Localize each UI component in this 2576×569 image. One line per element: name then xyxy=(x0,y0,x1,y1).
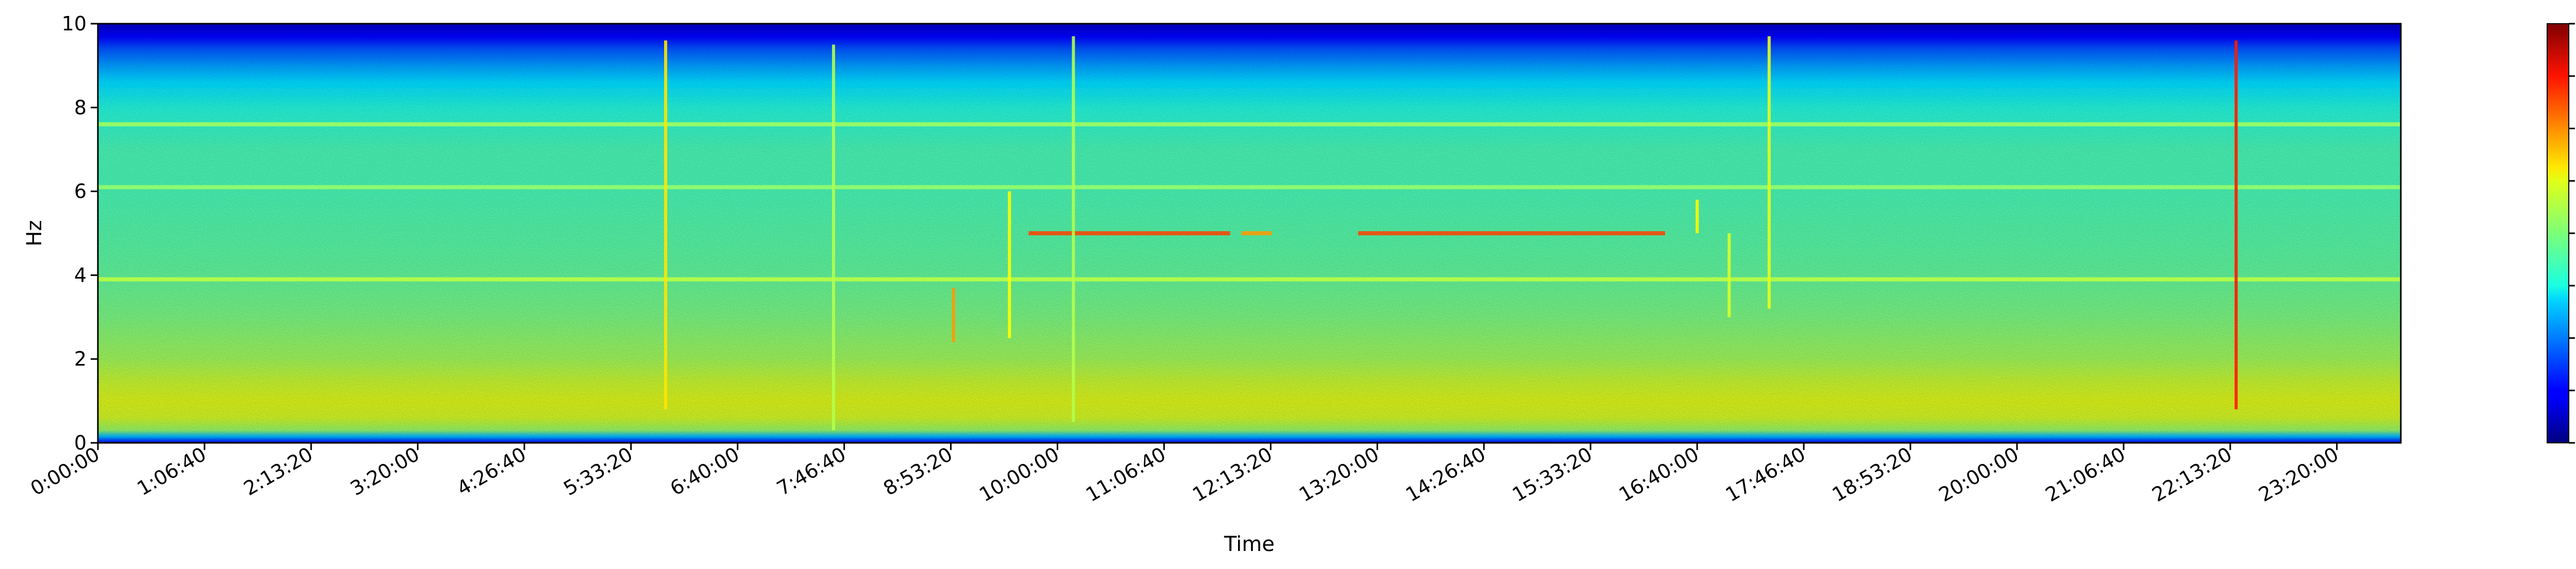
vertical-event xyxy=(1696,199,1699,233)
spectrogram-plot-area xyxy=(97,23,2402,444)
x-tick-label: 10:00:00 xyxy=(975,443,1063,506)
x-tick-label: 21:06:40 xyxy=(2042,443,2129,506)
x-tick-label: 7:46:40 xyxy=(773,443,850,500)
x-tick-label: 16:40:00 xyxy=(1615,443,1703,506)
x-tick-label: 6:40:00 xyxy=(666,443,743,500)
x-tick-label: 3:20:00 xyxy=(346,443,423,500)
x-tick-label: 13:20:00 xyxy=(1295,443,1383,506)
vertical-event xyxy=(1727,233,1731,317)
x-tick-label: 0:00:00 xyxy=(27,443,104,500)
y-tick-label: 10 xyxy=(62,12,87,35)
colorbar-gradient xyxy=(2547,23,2569,443)
x-axis-label: Time xyxy=(1224,532,1275,556)
x-tick-label: 2:13:20 xyxy=(240,443,317,500)
x-tick-label: 20:00:00 xyxy=(1935,443,2023,506)
colorbar: +0 dB-10 dB-20 dB-30 dB-40 dB-50 dB-60 d… xyxy=(2547,23,2575,444)
vertical-event xyxy=(952,287,955,342)
x-tick-label: 8:53:20 xyxy=(879,443,956,500)
y-tick-label: 6 xyxy=(74,180,87,203)
vertical-event xyxy=(2234,40,2238,409)
horizontal-spectral-line xyxy=(1241,231,1272,235)
horizontal-spectral-line xyxy=(98,185,2401,189)
colorbar-ticks: +0 dB-10 dB-20 dB-30 dB-40 dB-50 dB-60 d… xyxy=(2569,23,2575,444)
plot-frame xyxy=(97,23,2402,444)
x-tick-label: 12:13:20 xyxy=(1189,443,1276,506)
horizontal-spectral-line xyxy=(1358,231,1666,235)
x-tick-label: 4:26:40 xyxy=(453,443,530,500)
x-tick-label: 15:33:20 xyxy=(1509,443,1596,506)
x-axis: 0:00:00 1:06:40 2:13:20 3:20:00 4:26:40 5:33:… xyxy=(27,443,2343,506)
vertical-event xyxy=(1072,36,1075,422)
horizontal-spectral-line xyxy=(98,122,2401,127)
x-tick-label: 18:53:20 xyxy=(1828,443,1916,506)
y-tick-label: 2 xyxy=(74,348,87,370)
y-axis: 0 2 4 6 8 10 xyxy=(62,12,98,454)
y-tick-label: 4 xyxy=(74,264,87,286)
vertical-event xyxy=(1767,36,1771,309)
y-tick-label: 8 xyxy=(74,96,87,119)
x-tick-label: 14:26:40 xyxy=(1402,443,1489,506)
x-tick-label: 17:46:40 xyxy=(1722,443,1809,506)
vertical-event xyxy=(664,40,667,409)
x-tick-label: 11:06:40 xyxy=(1082,443,1170,506)
spectrogram-vertical-events xyxy=(664,36,2238,430)
vertical-event xyxy=(832,44,835,430)
x-tick-label: 5:33:20 xyxy=(560,443,636,500)
spectrogram-horizontal-lines xyxy=(98,122,2401,282)
y-axis-label: Hz xyxy=(23,220,46,246)
y-tick-label: 0 xyxy=(74,432,87,454)
x-tick-label: 1:06:40 xyxy=(133,443,210,500)
vertical-event xyxy=(1008,191,1011,338)
x-tick-label: 23:20:00 xyxy=(2255,443,2343,506)
x-tick-label: 22:13:20 xyxy=(2148,443,2236,506)
horizontal-spectral-line xyxy=(98,277,2401,282)
horizontal-spectral-line xyxy=(1028,231,1230,235)
